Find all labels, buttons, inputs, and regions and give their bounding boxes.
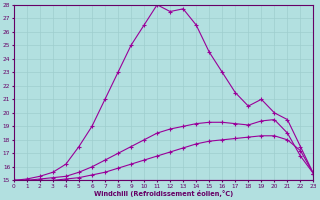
X-axis label: Windchill (Refroidissement éolien,°C): Windchill (Refroidissement éolien,°C) xyxy=(94,190,233,197)
